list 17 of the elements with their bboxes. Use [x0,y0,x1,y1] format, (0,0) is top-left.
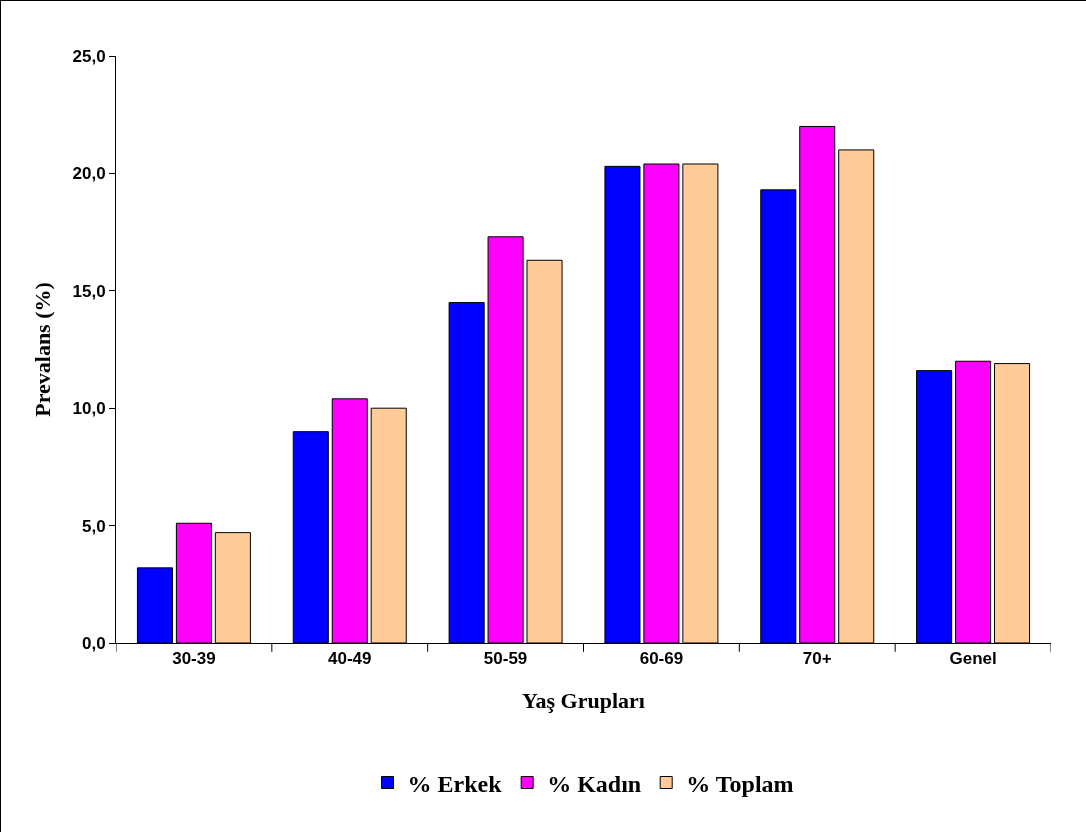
y-tick-label: 20,0 [72,164,106,184]
y-tick-label: 0,0 [81,633,106,653]
y-axis-title: Prevalans (%) [30,282,56,417]
legend-label: % Toplam [686,770,794,797]
x-tick-label: Genel [949,649,997,669]
legend-label: % Erkek [407,770,503,797]
x-tick-label: 40-49 [328,649,372,669]
x-tick-label: 30-39 [172,649,216,669]
y-tick-label: 25,0 [72,46,106,66]
x-tick-label: 70+ [802,649,832,669]
y-tick-label: 15,0 [72,281,106,301]
y-tick-label: 5,0 [81,516,106,536]
x-tick-label: 60-69 [639,649,684,669]
x-tick-label: 50-59 [483,649,528,669]
x-axis-title: Yaş Grupları [522,688,645,714]
y-tick-label: 10,0 [72,399,106,419]
legend-label: % Kadın [547,770,642,797]
